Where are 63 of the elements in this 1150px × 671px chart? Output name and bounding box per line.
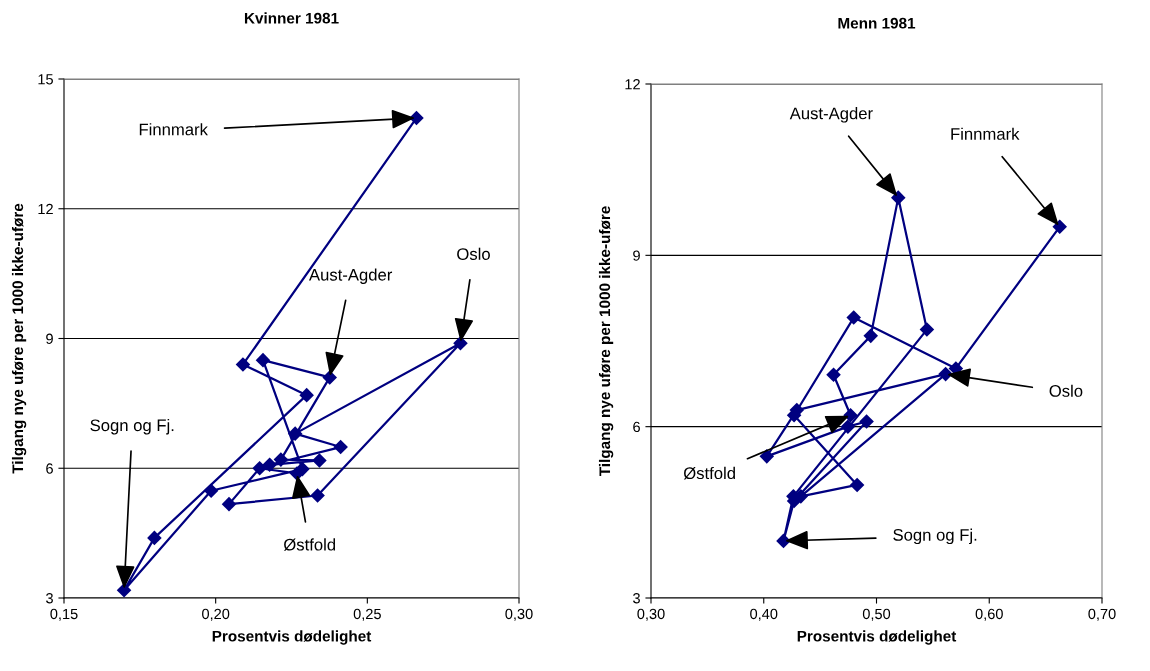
point bbox=[252, 460, 267, 476]
chart-title: Kvinner 1981 bbox=[244, 12, 339, 24]
point bbox=[938, 366, 953, 382]
point bbox=[759, 449, 775, 464]
annotation: Finnmark bbox=[951, 127, 1020, 140]
x-tick-label: 0,60 bbox=[975, 608, 1003, 621]
point bbox=[116, 582, 132, 598]
y-tick-label: 6 bbox=[46, 463, 53, 474]
y-axis-title: Tilgang nye uføre per 1000 ikke-uføre bbox=[11, 203, 27, 474]
y-tick-label: 6 bbox=[633, 421, 640, 433]
point bbox=[453, 335, 468, 351]
point bbox=[235, 357, 251, 372]
annotation: Oslo bbox=[1049, 384, 1083, 397]
point bbox=[299, 387, 314, 403]
x-tick-label: 0,15 bbox=[50, 608, 78, 621]
y-tick-label: 9 bbox=[633, 250, 640, 261]
x-axis-title: Prosentvis dødelighet bbox=[797, 630, 957, 645]
annotation: Østfold bbox=[683, 466, 735, 480]
annotation: Finnmark bbox=[139, 123, 208, 136]
point bbox=[333, 439, 348, 455]
annotation: Østfold bbox=[283, 538, 336, 551]
point bbox=[273, 452, 289, 467]
point bbox=[322, 370, 337, 385]
annotation: Aust-Agder bbox=[789, 107, 873, 123]
y-axis-title: Tilgang nye uføre per 1000 ikke-uføre bbox=[598, 206, 614, 477]
point bbox=[843, 407, 858, 423]
point bbox=[262, 457, 277, 473]
point bbox=[287, 426, 303, 441]
y-tick-label: 3 bbox=[633, 593, 640, 604]
y-tick-label: 15 bbox=[38, 74, 53, 85]
x-tick-label: 0,70 bbox=[1088, 608, 1116, 621]
point bbox=[312, 453, 327, 468]
x-axis-title: Prosentvis dødelighet bbox=[212, 630, 372, 645]
point bbox=[863, 328, 879, 344]
point bbox=[147, 530, 162, 546]
y-tick-label: 12 bbox=[38, 203, 53, 215]
point bbox=[846, 310, 862, 325]
annotation: Sogn og Fj. bbox=[90, 418, 174, 435]
point bbox=[310, 488, 325, 503]
y-tick-label: 12 bbox=[625, 79, 640, 90]
point bbox=[826, 367, 841, 382]
point bbox=[221, 496, 237, 512]
chart-title: Menn 1981 bbox=[838, 17, 916, 29]
y-tick-label: 3 bbox=[46, 593, 53, 604]
y-tick-label: 9 bbox=[46, 333, 53, 344]
x-tick-label: 0,50 bbox=[862, 608, 891, 621]
annotation: Sogn og Fj. bbox=[893, 528, 977, 545]
point bbox=[919, 322, 935, 337]
point bbox=[849, 477, 865, 493]
point bbox=[890, 190, 906, 205]
point bbox=[840, 419, 856, 434]
point bbox=[859, 414, 874, 429]
point bbox=[1052, 219, 1067, 235]
annotation: Oslo bbox=[457, 247, 490, 260]
annotation: Aust-Agder bbox=[309, 268, 393, 284]
x-tick-label: 0,25 bbox=[353, 608, 381, 621]
x-tick-label: 0,30 bbox=[637, 608, 665, 621]
point bbox=[203, 483, 219, 499]
point bbox=[255, 352, 271, 368]
x-tick-label: 0,20 bbox=[202, 608, 230, 621]
x-tick-label: 0,30 bbox=[505, 608, 533, 621]
point bbox=[295, 461, 310, 477]
x-tick-label: 0,40 bbox=[750, 608, 778, 621]
